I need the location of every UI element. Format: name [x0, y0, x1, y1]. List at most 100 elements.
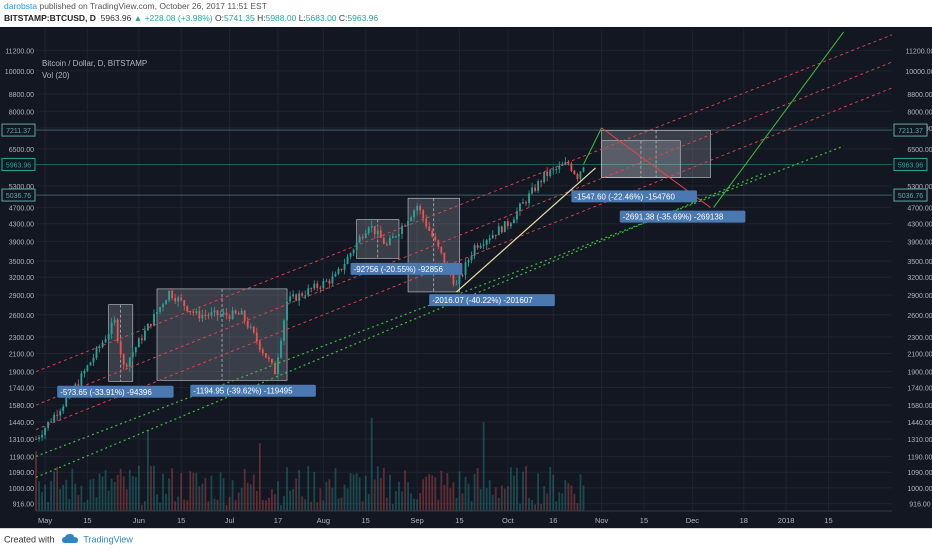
- volume-bar: [555, 501, 558, 511]
- y-tick-label-left: 6500.00: [9, 147, 34, 154]
- volume-bar: [319, 488, 322, 511]
- volume-bar: [189, 471, 192, 511]
- up-arrow-icon: ▲: [133, 13, 143, 23]
- volume-bar: [576, 503, 579, 511]
- candle-body: [513, 219, 515, 224]
- candle-body: [104, 339, 107, 343]
- volume-bar: [204, 477, 207, 511]
- x-tick-label: Sep: [410, 516, 423, 525]
- price-tag: [893, 188, 928, 202]
- y-tick-label-right: 1090.00: [907, 470, 932, 477]
- candle-body: [358, 236, 361, 243]
- x-tick-label: Oct: [502, 516, 515, 525]
- y-axis-right[interactable]: 916.00 1000.00 1090.00 1190.00 1310.00 1440.0…: [893, 48, 932, 509]
- candle-body: [422, 210, 425, 219]
- candle-body: [509, 223, 512, 227]
- x-tick-label: Nov: [595, 516, 609, 525]
- y-tick-label-right: 1580.00: [907, 403, 932, 410]
- candle-body: [292, 294, 295, 297]
- candle-body: [44, 427, 46, 435]
- chart-area[interactable]: -5?3.65 (-33.91%) -94396 -1194.95 (-39.62…: [0, 27, 932, 528]
- volume-bar: [543, 486, 546, 511]
- volume-bar: [183, 499, 186, 511]
- y-tick-label-right: 3500.00: [907, 259, 932, 266]
- y-tick-label-right: 1440.00: [907, 420, 932, 427]
- price-chart[interactable]: -5?3.65 (-33.91%) -94396 -1194.95 (-39.62…: [0, 27, 932, 528]
- candle-body: [525, 202, 527, 204]
- volume-bar: [573, 493, 576, 511]
- volume-bar: [410, 493, 412, 511]
- candle-body: [277, 357, 279, 375]
- volume-bar: [137, 465, 140, 511]
- price-change: +228.08 (+3.98%): [144, 13, 213, 23]
- volume-bar: [231, 480, 234, 511]
- candle-body: [122, 354, 125, 365]
- x-axis[interactable]: May 15 Jun 15 Jul 17 Aug 15 Sep 15 Oct 16 Nov 15 Dec 18…: [36, 510, 892, 525]
- trend-line-support-green: [35, 172, 766, 478]
- volume-bar: [346, 488, 349, 511]
- candle-body: [555, 169, 558, 171]
- x-tick-label: 15: [83, 516, 91, 525]
- price-tag-label: 7211.37: [6, 128, 31, 135]
- volume-bar: [95, 497, 98, 511]
- candle-body: [198, 311, 201, 319]
- candle-body: [346, 256, 349, 265]
- volume-bar: [143, 501, 146, 511]
- volume-bar: [258, 443, 261, 511]
- author-link[interactable]: darobsta: [4, 1, 38, 11]
- candle-body: [373, 225, 376, 235]
- volume-bar: [252, 474, 255, 511]
- candle-body: [491, 234, 494, 239]
- volume-bar: [240, 487, 243, 511]
- volume-bar: [509, 467, 512, 511]
- symbol-label[interactable]: BITSTAMP:BTCUSD, D: [4, 13, 96, 23]
- volume-bar: [119, 468, 122, 511]
- volume-bar: [62, 484, 65, 511]
- x-tick-label: Dec: [686, 516, 700, 525]
- volume-bar: [255, 490, 258, 511]
- volume-bar: [219, 472, 222, 511]
- candle-body: [119, 341, 122, 355]
- x-tick-label: May: [38, 516, 52, 525]
- candle-body: [153, 313, 155, 326]
- price-tag-label: 5963.96: [6, 162, 31, 169]
- tradingview-brand[interactable]: TradingView: [83, 534, 133, 545]
- volume-bar: [449, 488, 452, 511]
- volume-bar: [180, 473, 183, 511]
- volume-bar: [140, 504, 143, 511]
- candle-body: [401, 225, 403, 234]
- volume-bar: [201, 483, 204, 511]
- volume-bar: [68, 499, 71, 511]
- volume-bar: [147, 429, 149, 511]
- candle-body: [246, 320, 249, 328]
- candle-body: [195, 311, 198, 313]
- volume-bar: [307, 466, 310, 511]
- candle-body: [364, 233, 367, 239]
- candle-body: [382, 237, 385, 245]
- volume-bar: [228, 496, 231, 511]
- volume-bar: [59, 488, 62, 511]
- ohlc-low-key: L:: [298, 13, 306, 23]
- volume-bar: [277, 481, 279, 511]
- volume-bar: [243, 468, 246, 511]
- volume-bar: [35, 451, 37, 511]
- candle-body: [528, 193, 530, 204]
- volume-bar: [98, 473, 101, 511]
- candle-body: [452, 273, 455, 285]
- candle-body: [497, 226, 500, 236]
- candle-body: [549, 170, 552, 176]
- candle-body: [201, 314, 204, 319]
- y-tick-label-right: 5300.00: [907, 184, 932, 191]
- volume-bar: [150, 465, 152, 511]
- volume-bar: [153, 465, 155, 511]
- candle-body: [216, 310, 219, 316]
- volume-bar: [401, 491, 403, 511]
- measure-label-bg: [571, 190, 697, 203]
- candle-body: [461, 275, 464, 277]
- price-tag-label: 5036.76: [898, 193, 923, 200]
- volume-bar: [455, 497, 458, 511]
- volume-bar: [177, 496, 180, 511]
- candle-body: [313, 283, 316, 289]
- volume-bar: [104, 470, 107, 511]
- y-tick-label-right: 10000.00: [905, 69, 932, 76]
